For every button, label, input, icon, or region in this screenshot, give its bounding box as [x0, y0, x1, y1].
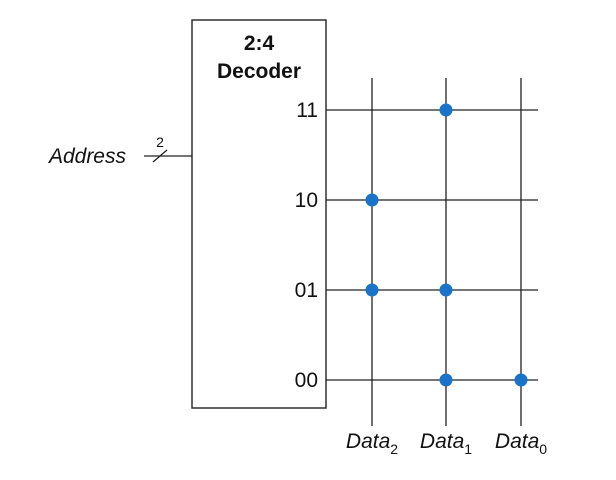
stored-bit-dot — [439, 103, 453, 117]
address-bus: 2 Address — [47, 134, 192, 168]
column-label-data0: Data0 — [495, 430, 547, 457]
stored-bit-dot — [439, 283, 453, 297]
stored-bit-dot — [439, 373, 453, 387]
decoder-output-label: 10 — [295, 189, 318, 212]
decoder-box — [191, 19, 327, 409]
wordline-row-2: 01 — [295, 279, 538, 302]
column-label-data2: Data2 — [346, 430, 398, 457]
decoder-output-label: 01 — [295, 279, 318, 302]
decoder-title-line1: 2:4 — [244, 32, 275, 55]
wordline-row-3: 00 — [295, 369, 538, 392]
decoder-output-label: 00 — [295, 369, 318, 392]
decoder-title-line2: Decoder — [217, 60, 301, 83]
bus-slash — [152, 149, 168, 163]
column-name: Data — [420, 430, 464, 453]
column-subscript: 2 — [390, 441, 398, 457]
stored-bit-dot — [514, 373, 528, 387]
wordline-row-0: 11 — [296, 99, 538, 122]
column-labels: Data2 Data1 Data0 — [346, 430, 547, 457]
decoder-block: 2:4 Decoder — [191, 19, 327, 409]
bitlines — [371, 78, 522, 426]
bus-width-label: 2 — [156, 134, 164, 150]
column-subscript: 1 — [464, 441, 472, 457]
wordline-row-1: 10 — [295, 189, 538, 212]
stored-bit-dot — [365, 193, 379, 207]
column-label-data1: Data1 — [420, 430, 472, 457]
decoder-output-label: 11 — [296, 99, 318, 122]
stored-bit-dot — [365, 283, 379, 297]
column-name: Data — [495, 430, 539, 453]
column-subscript: 0 — [539, 441, 547, 457]
column-name: Data — [346, 430, 390, 453]
address-label: Address — [47, 145, 127, 168]
